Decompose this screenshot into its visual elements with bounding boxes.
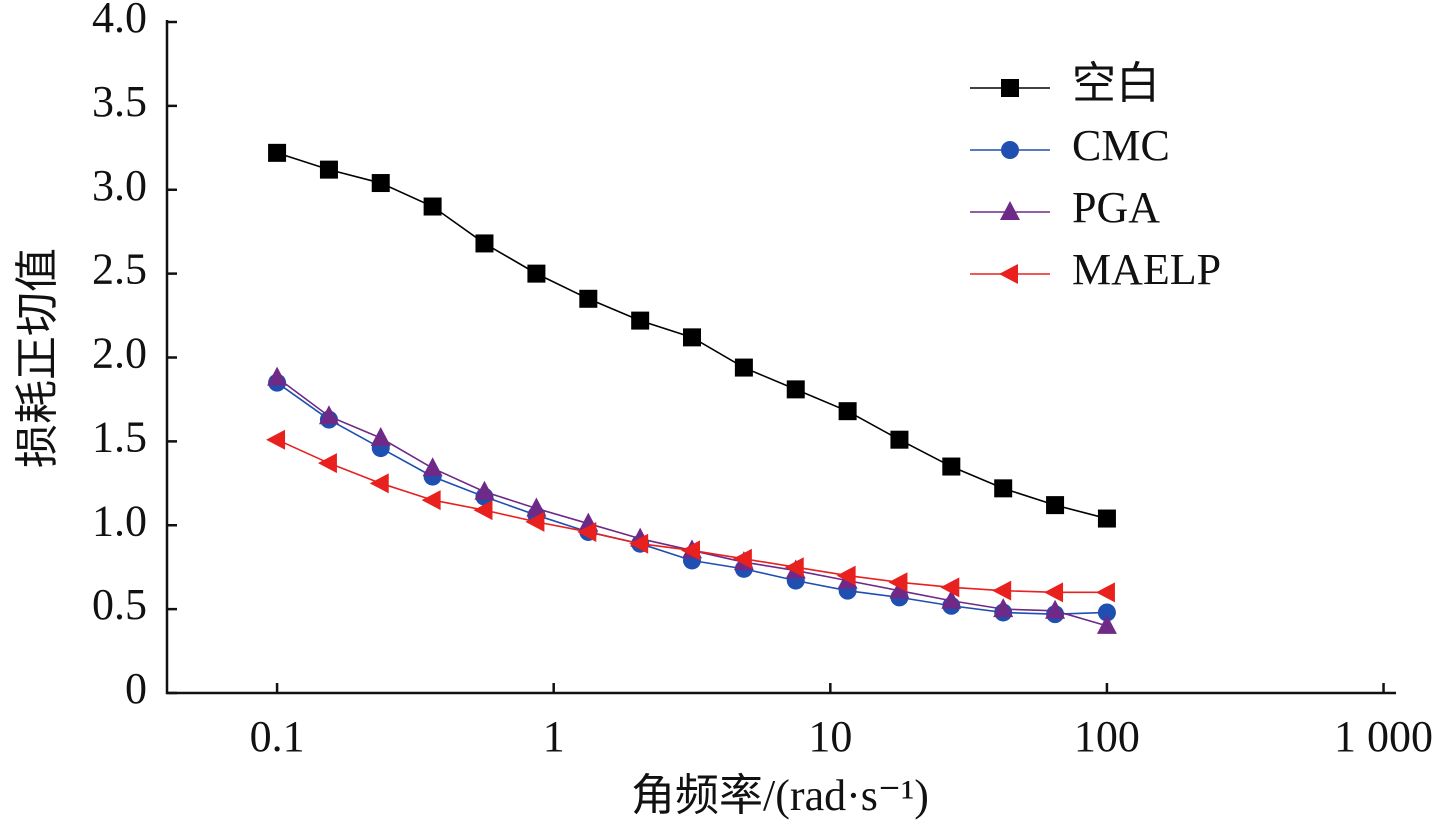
marker xyxy=(317,453,337,474)
marker xyxy=(370,427,391,447)
legend-label: 空白 xyxy=(1072,59,1160,108)
x-tick-label: 0.1 xyxy=(250,712,305,761)
marker xyxy=(474,480,495,500)
marker xyxy=(1046,496,1065,515)
marker xyxy=(1095,582,1115,603)
marker xyxy=(680,540,700,561)
marker xyxy=(732,548,752,569)
marker xyxy=(786,380,805,399)
x-tick-label: 1 000 xyxy=(1334,712,1433,761)
legend-label: MAELP xyxy=(1072,245,1221,294)
marker xyxy=(475,234,494,253)
legend-marker xyxy=(1000,201,1020,220)
legend-label: PGA xyxy=(1072,183,1160,232)
marker xyxy=(369,473,389,494)
y-tick-label: 4.0 xyxy=(92,0,147,42)
marker xyxy=(1097,603,1116,622)
marker xyxy=(992,580,1012,601)
marker xyxy=(734,358,753,377)
marker xyxy=(1096,614,1117,634)
marker xyxy=(1097,509,1116,528)
marker xyxy=(527,264,546,283)
marker xyxy=(784,557,804,578)
legend-marker xyxy=(999,264,1018,284)
y-tick-label: 3.5 xyxy=(92,77,147,126)
marker xyxy=(421,490,441,511)
marker xyxy=(838,402,857,421)
marker xyxy=(319,160,338,179)
marker xyxy=(942,457,961,476)
marker xyxy=(993,598,1014,618)
y-tick-label: 2.5 xyxy=(92,245,147,294)
marker xyxy=(890,430,909,449)
y-tick-label: 1.0 xyxy=(92,496,147,545)
marker xyxy=(836,565,856,586)
marker xyxy=(526,497,547,517)
marker xyxy=(941,589,962,609)
marker xyxy=(631,311,650,330)
marker xyxy=(371,174,390,193)
legend-marker xyxy=(1001,79,1019,97)
marker xyxy=(525,511,545,532)
y-tick-label: 1.5 xyxy=(92,412,147,461)
marker xyxy=(268,143,287,162)
marker xyxy=(266,429,286,450)
series-line xyxy=(276,382,1107,615)
legend-label: CMC xyxy=(1072,121,1170,170)
marker xyxy=(629,533,649,554)
marker xyxy=(682,328,701,347)
marker xyxy=(318,405,339,425)
x-tick-label: 1 xyxy=(543,712,565,761)
marker xyxy=(940,577,960,598)
y-tick-label: 3.0 xyxy=(92,161,147,210)
marker xyxy=(1045,599,1066,619)
marker xyxy=(1044,582,1064,603)
marker xyxy=(267,366,288,386)
x-axis-label: 角频率/(rad·s⁻¹) xyxy=(631,771,929,820)
y-tick-label: 2.0 xyxy=(92,329,147,378)
marker xyxy=(579,289,598,308)
x-tick-label: 10 xyxy=(808,712,852,761)
marker xyxy=(888,572,908,593)
marker xyxy=(889,579,910,599)
y-tick-label: 0 xyxy=(125,664,147,713)
y-tick-label: 0.5 xyxy=(92,580,147,629)
y-axis-label: 损耗正切值 xyxy=(13,248,62,468)
marker xyxy=(994,479,1013,498)
marker xyxy=(422,457,443,477)
x-tick-label: 100 xyxy=(1074,712,1140,761)
marker xyxy=(473,500,493,521)
legend-marker xyxy=(1001,141,1019,159)
marker xyxy=(423,197,442,216)
marker xyxy=(577,521,597,542)
